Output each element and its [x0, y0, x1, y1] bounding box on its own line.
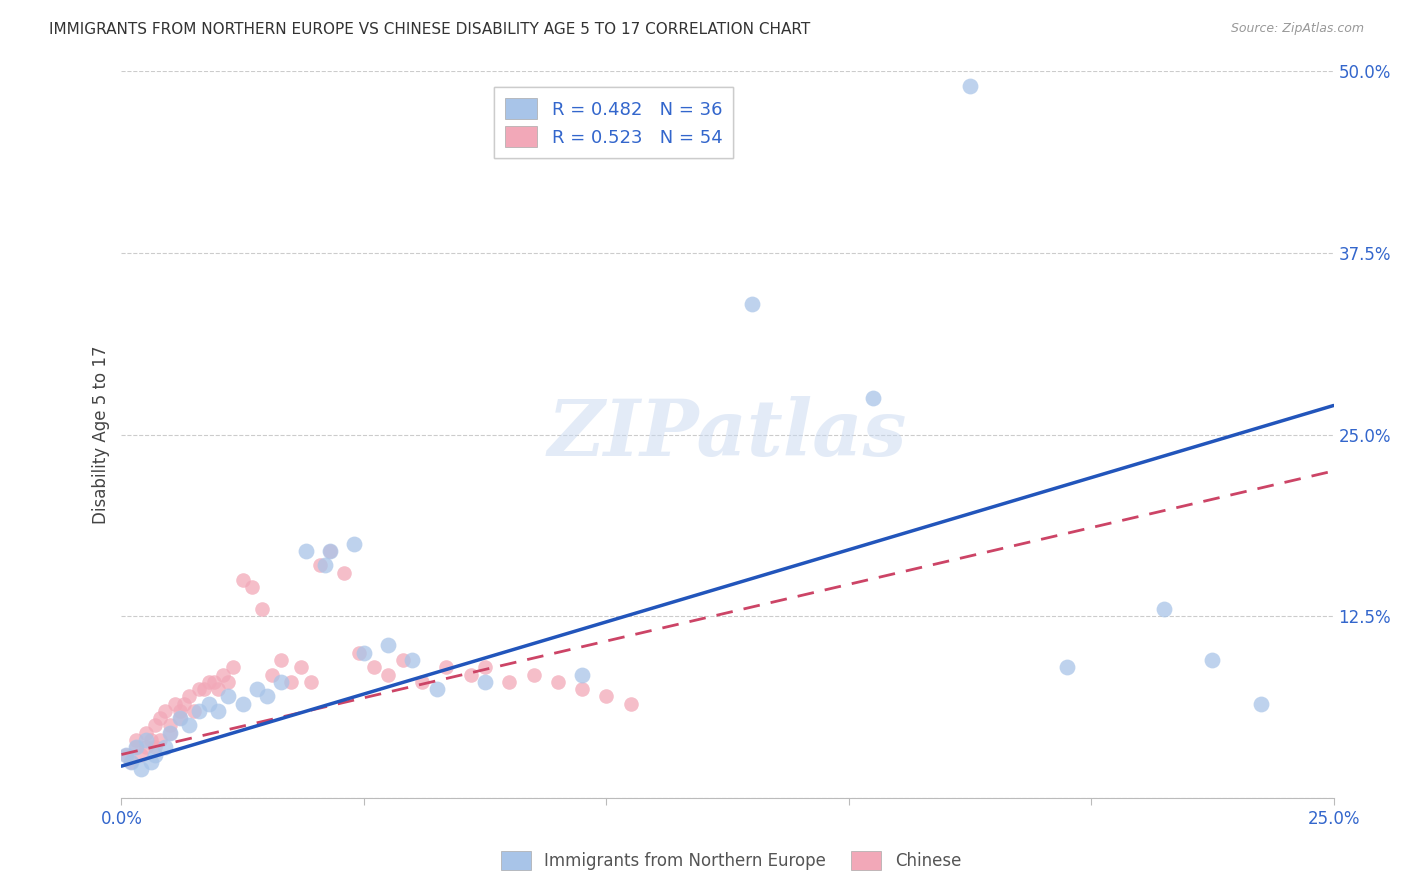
Text: IMMIGRANTS FROM NORTHERN EUROPE VS CHINESE DISABILITY AGE 5 TO 17 CORRELATION CH: IMMIGRANTS FROM NORTHERN EUROPE VS CHINE…: [49, 22, 810, 37]
Point: [173, 697, 195, 711]
Point: [1056, 660, 1078, 674]
Point: [314, 558, 336, 573]
Point: [159, 725, 181, 739]
Point: [343, 536, 366, 550]
Point: [391, 653, 413, 667]
Point: [139, 755, 162, 769]
Point: [1153, 602, 1175, 616]
Point: [270, 653, 292, 667]
Point: [411, 674, 433, 689]
Point: [169, 711, 191, 725]
Point: [183, 704, 205, 718]
Point: [169, 711, 191, 725]
Point: [232, 573, 254, 587]
Point: [290, 660, 312, 674]
Point: [959, 78, 981, 93]
Point: [280, 674, 302, 689]
Point: [212, 667, 235, 681]
Point: [240, 580, 263, 594]
Point: [319, 544, 342, 558]
Point: [246, 682, 269, 697]
Point: [179, 690, 201, 704]
Point: [294, 544, 316, 558]
Point: [595, 690, 617, 704]
Point: [163, 697, 186, 711]
Point: [120, 755, 142, 769]
Point: [260, 667, 283, 681]
Point: [153, 740, 176, 755]
Point: [862, 391, 884, 405]
Point: [741, 296, 763, 310]
Point: [619, 697, 641, 711]
Point: [207, 704, 229, 718]
Point: [474, 660, 496, 674]
Point: [135, 725, 157, 739]
Point: [232, 697, 254, 711]
Point: [547, 674, 569, 689]
Point: [135, 740, 157, 755]
Point: [129, 762, 152, 776]
Point: [207, 682, 229, 697]
Point: [145, 747, 167, 762]
Point: [193, 682, 215, 697]
Point: [153, 704, 176, 718]
Point: [222, 660, 245, 674]
Text: Source: ZipAtlas.com: Source: ZipAtlas.com: [1230, 22, 1364, 36]
Point: [145, 718, 167, 732]
Point: [145, 740, 167, 755]
Point: [125, 740, 148, 755]
Point: [120, 755, 142, 769]
Point: [377, 639, 399, 653]
Point: [474, 674, 496, 689]
Legend: R = 0.482   N = 36, R = 0.523   N = 54: R = 0.482 N = 36, R = 0.523 N = 54: [494, 87, 734, 158]
Point: [1201, 653, 1223, 667]
Point: [363, 660, 385, 674]
Point: [377, 667, 399, 681]
Point: [309, 558, 332, 573]
Point: [333, 566, 356, 580]
Y-axis label: Disability Age 5 to 17: Disability Age 5 to 17: [93, 345, 110, 524]
Point: [188, 704, 211, 718]
Point: [299, 674, 322, 689]
Point: [115, 747, 138, 762]
Point: [197, 697, 219, 711]
Point: [202, 674, 225, 689]
Point: [159, 725, 181, 739]
Point: [270, 674, 292, 689]
Point: [125, 740, 148, 755]
Point: [188, 682, 211, 697]
Point: [149, 733, 172, 747]
Point: [522, 667, 544, 681]
Point: [571, 667, 593, 681]
Point: [460, 667, 482, 681]
Point: [353, 646, 375, 660]
Point: [434, 660, 457, 674]
Point: [250, 602, 273, 616]
Point: [347, 646, 370, 660]
Point: [217, 690, 239, 704]
Point: [135, 733, 157, 747]
Point: [256, 690, 278, 704]
Point: [401, 653, 423, 667]
Text: ZIPatlas: ZIPatlas: [548, 396, 907, 473]
Point: [217, 674, 239, 689]
Point: [125, 733, 148, 747]
Point: [139, 733, 162, 747]
Point: [179, 718, 201, 732]
Legend: Immigrants from Northern Europe, Chinese: Immigrants from Northern Europe, Chinese: [495, 844, 967, 877]
Point: [498, 674, 520, 689]
Point: [149, 711, 172, 725]
Point: [169, 704, 191, 718]
Point: [159, 718, 181, 732]
Point: [426, 682, 449, 697]
Point: [1250, 697, 1272, 711]
Point: [319, 544, 342, 558]
Point: [197, 674, 219, 689]
Point: [115, 747, 138, 762]
Point: [129, 747, 152, 762]
Point: [571, 682, 593, 697]
